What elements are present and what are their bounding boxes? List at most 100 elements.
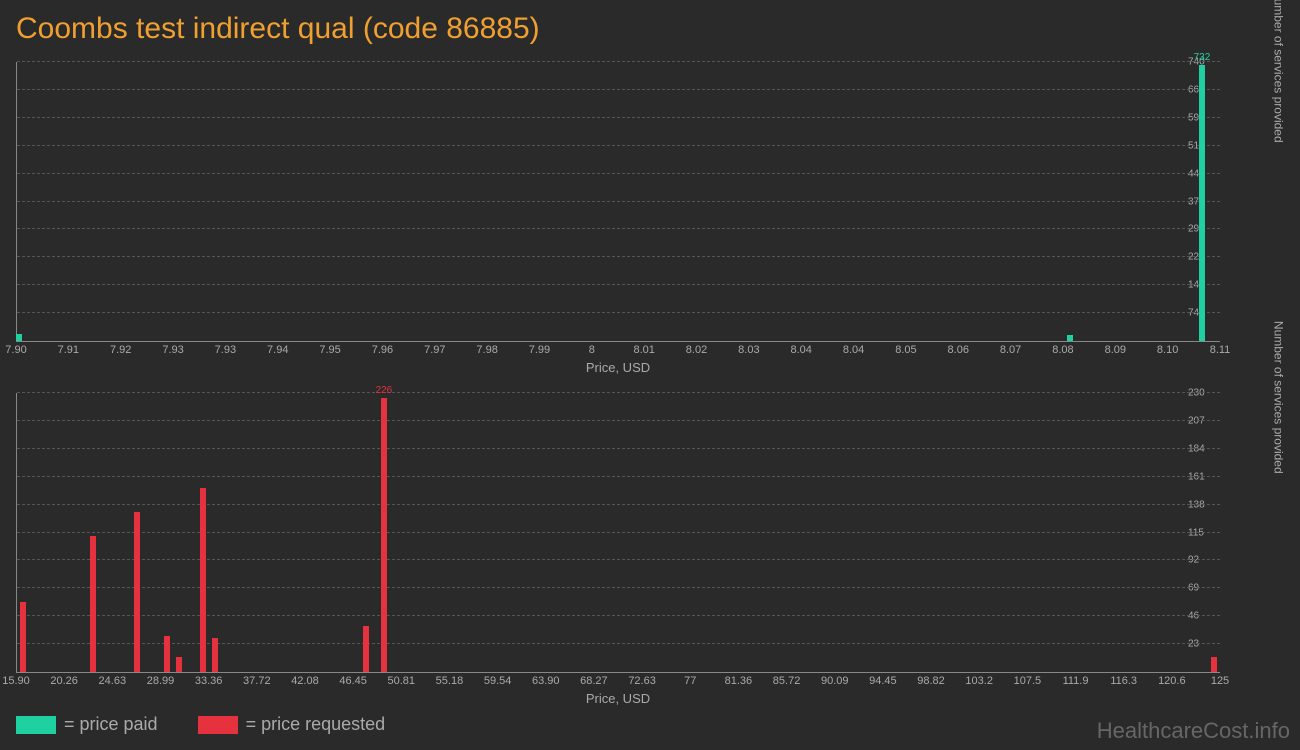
ytick-label: 161 <box>1188 471 1205 482</box>
xtick-label: 90.09 <box>821 675 849 687</box>
gridline <box>17 448 1220 449</box>
ytick-label: 23 <box>1188 639 1199 650</box>
ylabel-requested: Number of services provided <box>1272 320 1286 473</box>
xtick-label: 7.93 <box>215 344 236 356</box>
bar <box>1199 65 1205 341</box>
ytick-label: 184 <box>1188 443 1205 454</box>
xtick-label: 37.72 <box>243 675 271 687</box>
xtick-label: 42.08 <box>291 675 319 687</box>
xtick-label: 8.07 <box>1000 344 1021 356</box>
ytick-label: 69 <box>1188 583 1199 594</box>
ytick-label: 230 <box>1188 388 1205 399</box>
xtick-label: 8.11 <box>1210 344 1231 356</box>
gridline <box>17 117 1220 118</box>
gridline <box>17 61 1220 62</box>
bar <box>363 626 369 672</box>
gridline <box>17 312 1220 313</box>
xtick-label: 125 <box>1211 675 1229 687</box>
xtick-label: 7.92 <box>110 344 131 356</box>
plot-area-paid: 74148222296370444518592666740 732 <box>16 62 1220 342</box>
gridline <box>17 89 1220 90</box>
xtick-label: 8.03 <box>738 344 759 356</box>
xtick-label: 120.6 <box>1158 675 1186 687</box>
xtick-label: 7.93 <box>162 344 183 356</box>
bar <box>176 657 182 672</box>
xtick-label: 24.63 <box>99 675 127 687</box>
gridline <box>17 145 1220 146</box>
bar <box>20 602 26 672</box>
xticks-requested: 15.9020.2624.6328.9933.3637.7242.0846.45… <box>16 673 1220 689</box>
xtick-label: 8.10 <box>1157 344 1178 356</box>
xtick-label: 116.3 <box>1110 675 1137 687</box>
xtick-label: 50.81 <box>388 675 416 687</box>
swatch-paid <box>16 716 56 734</box>
xtick-label: 107.5 <box>1014 675 1042 687</box>
gridline <box>17 173 1220 174</box>
ytick-label: 115 <box>1188 527 1204 538</box>
ytick-label: 92 <box>1188 555 1199 566</box>
bar-value-label: 226 <box>376 385 393 396</box>
xtick-label: 7.95 <box>319 344 340 356</box>
xtick-label: 103.2 <box>965 675 993 687</box>
xtick-label: 72.63 <box>628 675 656 687</box>
bar <box>1211 657 1217 672</box>
xtick-label: 7.98 <box>476 344 497 356</box>
page-title: Coombs test indirect qual (code 86885) <box>0 0 1300 54</box>
ytick-label: 74 <box>1188 308 1199 319</box>
gridline <box>17 201 1220 202</box>
gridline <box>17 392 1220 393</box>
bar <box>164 636 170 672</box>
xtick-label: 8.04 <box>790 344 811 356</box>
gridline <box>17 615 1220 616</box>
xtick-label: 55.18 <box>436 675 464 687</box>
xtick-label: 68.27 <box>580 675 608 687</box>
bar <box>16 334 22 341</box>
xtick-label: 8.06 <box>948 344 969 356</box>
xtick-label: 98.82 <box>917 675 945 687</box>
gridline <box>17 476 1220 477</box>
yticks-requested: 23466992115138161184207230 <box>1184 393 1222 672</box>
ytick-label: 138 <box>1188 499 1205 510</box>
xtick-label: 8.08 <box>1052 344 1073 356</box>
gridline <box>17 420 1220 421</box>
bar <box>134 512 140 672</box>
gridline <box>17 256 1220 257</box>
gridline <box>17 228 1220 229</box>
legend-item-paid: = price paid <box>16 714 158 735</box>
gridline <box>17 559 1220 560</box>
xtick-label: 8 <box>589 344 595 356</box>
xtick-label: 7.96 <box>372 344 393 356</box>
watermark: HealthcareCost.info <box>1097 718 1290 744</box>
chart-price-requested: 23466992115138161184207230 226 Number of… <box>16 393 1260 706</box>
xtick-label: 33.36 <box>195 675 223 687</box>
bar <box>212 638 218 672</box>
xtick-label: 8.01 <box>633 344 654 356</box>
xtick-label: 81.36 <box>725 675 753 687</box>
xlabel-requested: Price, USD <box>16 691 1220 706</box>
gridline <box>17 587 1220 588</box>
gridline <box>17 284 1220 285</box>
bar <box>381 398 387 672</box>
bar-value-label: 732 <box>1194 52 1211 63</box>
xtick-label: 7.91 <box>58 344 79 356</box>
xtick-label: 8.04 <box>843 344 864 356</box>
bar <box>200 488 206 672</box>
xlabel-paid: Price, USD <box>16 360 1220 375</box>
plot-area-requested: 23466992115138161184207230 226 <box>16 393 1220 673</box>
xtick-label: 7.94 <box>267 344 288 356</box>
xtick-label: 7.90 <box>5 344 26 356</box>
xtick-label: 7.97 <box>424 344 445 356</box>
chart-price-paid: 74148222296370444518592666740 732 Number… <box>16 62 1260 375</box>
legend-label-paid: = price paid <box>64 714 158 735</box>
xtick-label: 63.90 <box>532 675 560 687</box>
xtick-label: 46.45 <box>339 675 367 687</box>
xtick-label: 85.72 <box>773 675 801 687</box>
ylabel-paid: Number of services provided <box>1272 0 1286 142</box>
xtick-label: 111.9 <box>1063 675 1089 687</box>
gridline <box>17 504 1220 505</box>
xtick-label: 8.05 <box>895 344 916 356</box>
ytick-label: 207 <box>1188 415 1205 426</box>
bar <box>90 536 96 672</box>
xtick-label: 28.99 <box>147 675 175 687</box>
xtick-label: 8.02 <box>686 344 707 356</box>
